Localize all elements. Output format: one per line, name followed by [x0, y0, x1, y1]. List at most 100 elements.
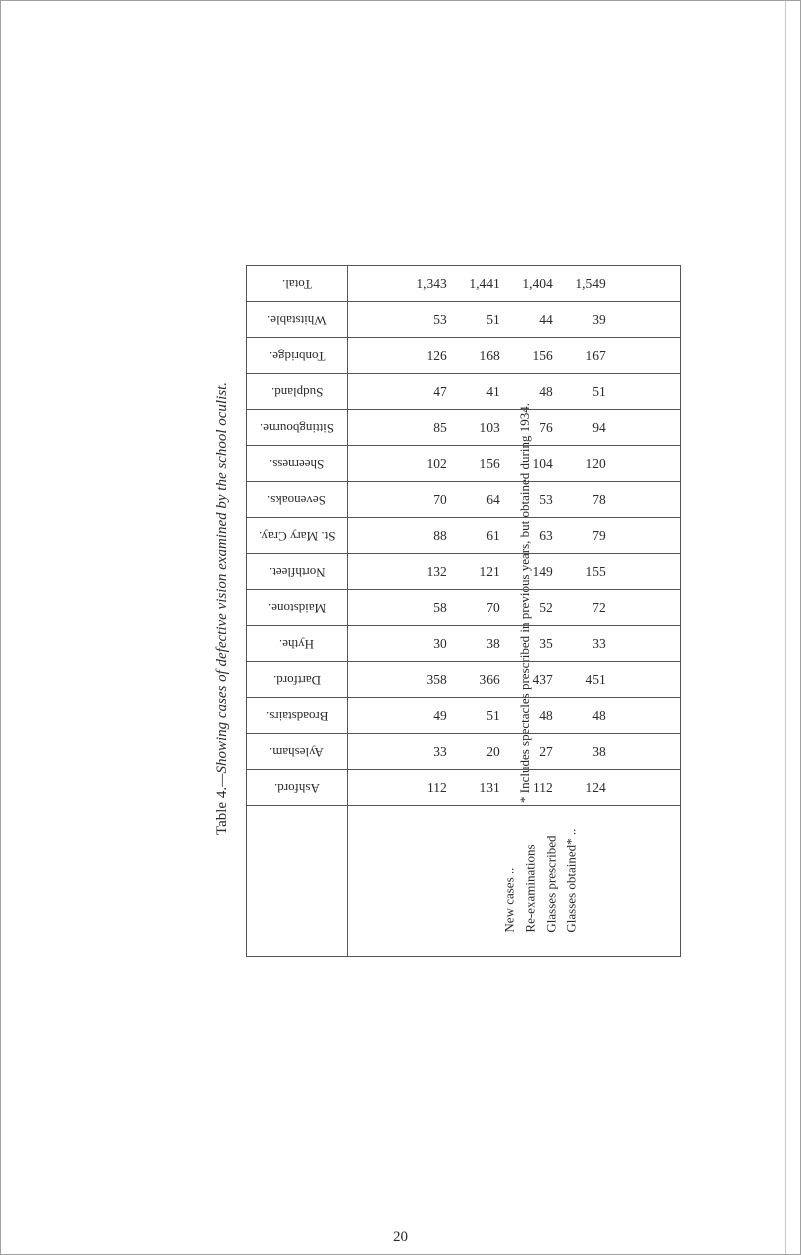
cell-value: 112: [508, 780, 553, 796]
row-header: Sheerness.: [247, 446, 348, 482]
cell-value: 121: [455, 564, 500, 580]
cell-value: 94: [561, 420, 606, 436]
row-header-label: Dartford.: [267, 668, 327, 692]
row-values: 851037694: [347, 410, 680, 446]
cell-value: 61: [455, 528, 500, 544]
cell-value: 366: [455, 672, 500, 688]
cell-value: 85: [402, 420, 447, 436]
table-row: Sheerness.102156104120: [247, 446, 681, 482]
stub-values: New cases ..Re-examinationsGlasses presc…: [347, 806, 680, 957]
cell-value: 120: [561, 456, 606, 472]
cell-value: 1,549: [561, 276, 606, 292]
cell-value: 70: [402, 492, 447, 508]
table-row: Ashford. 112 131 112 124: [247, 770, 681, 806]
cell-value: 30: [402, 636, 447, 652]
row-values: 1,3431,4411,4041,549: [347, 266, 680, 302]
cell-value: 53: [508, 492, 553, 508]
table-row: Dartford. 358 366 437 451: [247, 662, 681, 698]
row-values: 70645378: [347, 482, 680, 518]
table-row: Whitstable.53514439: [247, 302, 681, 338]
table-row: Aylesham. 33 20 27 38: [247, 734, 681, 770]
data-table: Total. 1,3431,4411,4041,549 Whitstable. 53 5…: [246, 265, 681, 957]
row-header: Hythe.: [247, 626, 348, 662]
cell-value: 167: [561, 348, 606, 364]
cell-value: 49: [402, 708, 447, 724]
row-header-label: Broadstairs.: [260, 704, 334, 728]
stub-label: Re-examinations: [520, 829, 541, 933]
row-header-label: Maidstone.: [262, 596, 332, 620]
row-header-label: Sevenoaks.: [261, 488, 332, 512]
row-header-label: Sudpland.: [265, 380, 329, 404]
row-header-label: Tonbridge.: [263, 344, 332, 368]
cell-value: 51: [455, 708, 500, 724]
table-row: St. Mary Cray. 88 61 63 79: [247, 518, 681, 554]
cell-value: 131: [455, 780, 500, 796]
table-row: Tonbridge.126168156167: [247, 338, 681, 374]
cell-value: 358: [402, 672, 447, 688]
row-values: 53514439: [347, 302, 680, 338]
cell-value: 35: [508, 636, 553, 652]
cell-value: 39: [561, 312, 606, 328]
cell-value: 103: [455, 420, 500, 436]
cell-value: 88: [402, 528, 447, 544]
table-row: Maidstone.58705272: [247, 590, 681, 626]
cell-value: 156: [508, 348, 553, 364]
cell-value: 38: [455, 636, 500, 652]
row-header: Sudpland.: [247, 374, 348, 410]
cell-value: 79: [561, 528, 606, 544]
row-header-label: Hythe.: [273, 632, 320, 656]
cell-value: 64: [455, 492, 500, 508]
caption-body: —Showing cases of defective vision exami…: [214, 382, 230, 787]
cell-value: 33: [402, 744, 447, 760]
table-row: Broadstairs.49514848: [247, 698, 681, 734]
cell-value: 70: [455, 600, 500, 616]
cell-value: 20: [455, 744, 500, 760]
page-container: Table 4.—Showing cases of defective visi…: [0, 0, 801, 1255]
page-number: 20: [1, 1229, 800, 1246]
cell-value: 38: [561, 744, 606, 760]
row-values: 358 366 437 451: [347, 662, 680, 698]
cell-value: 63: [508, 528, 553, 544]
stub-label: Glasses obtained* ..: [562, 829, 583, 933]
cell-value: 437: [508, 672, 553, 688]
cell-value: 53: [402, 312, 447, 328]
table-row: Hythe. 30 38 35 33: [247, 626, 681, 662]
cell-value: 168: [455, 348, 500, 364]
cell-value: 51: [455, 312, 500, 328]
row-header: Dartford.: [247, 662, 348, 698]
row-header: Maidstone.: [247, 590, 348, 626]
cell-value: 48: [508, 384, 553, 400]
row-values: 58705272: [347, 590, 680, 626]
row-values: 132121149155: [347, 554, 680, 590]
cell-value: 124: [561, 780, 606, 796]
content-area: Table 4.—Showing cases of defective visi…: [151, 265, 681, 945]
stub-labels: New cases ..Re-examinationsGlasses presc…: [499, 829, 582, 933]
page-margin-rule: [785, 1, 786, 1254]
row-header-label: Aylesham.: [263, 740, 330, 764]
row-values: 126168156167: [347, 338, 680, 374]
cell-value: 1,343: [402, 276, 447, 292]
row-header-label: Sheerness.: [263, 452, 330, 476]
row-header-label: Whitstable.: [261, 308, 333, 332]
row-values: 30 38 35 33: [347, 626, 680, 662]
row-values: 112 131 112 124: [347, 770, 680, 806]
cell-value: 41: [455, 384, 500, 400]
row-header-label: St. Mary Cray.: [253, 524, 341, 548]
table-row: Total. 1,3431,4411,4041,549: [247, 266, 681, 302]
row-header: Ashford.: [247, 770, 348, 806]
cell-value: 451: [561, 672, 606, 688]
row-values: 88 61 63 79: [347, 518, 680, 554]
table-row: Northfleet.132121149155: [247, 554, 681, 590]
cell-value: 149: [508, 564, 553, 580]
cell-value: 33: [561, 636, 606, 652]
row-header-label: Sittingbourne.: [254, 416, 340, 440]
cell-value: 112: [402, 780, 447, 796]
cell-value: 104: [508, 456, 553, 472]
row-header: St. Mary Cray.: [247, 518, 348, 554]
cell-value: 51: [561, 384, 606, 400]
row-header-label: Total.: [276, 272, 318, 296]
cell-value: 52: [508, 600, 553, 616]
cell-value: 132: [402, 564, 447, 580]
row-values: 49514848: [347, 698, 680, 734]
cell-value: 27: [508, 744, 553, 760]
